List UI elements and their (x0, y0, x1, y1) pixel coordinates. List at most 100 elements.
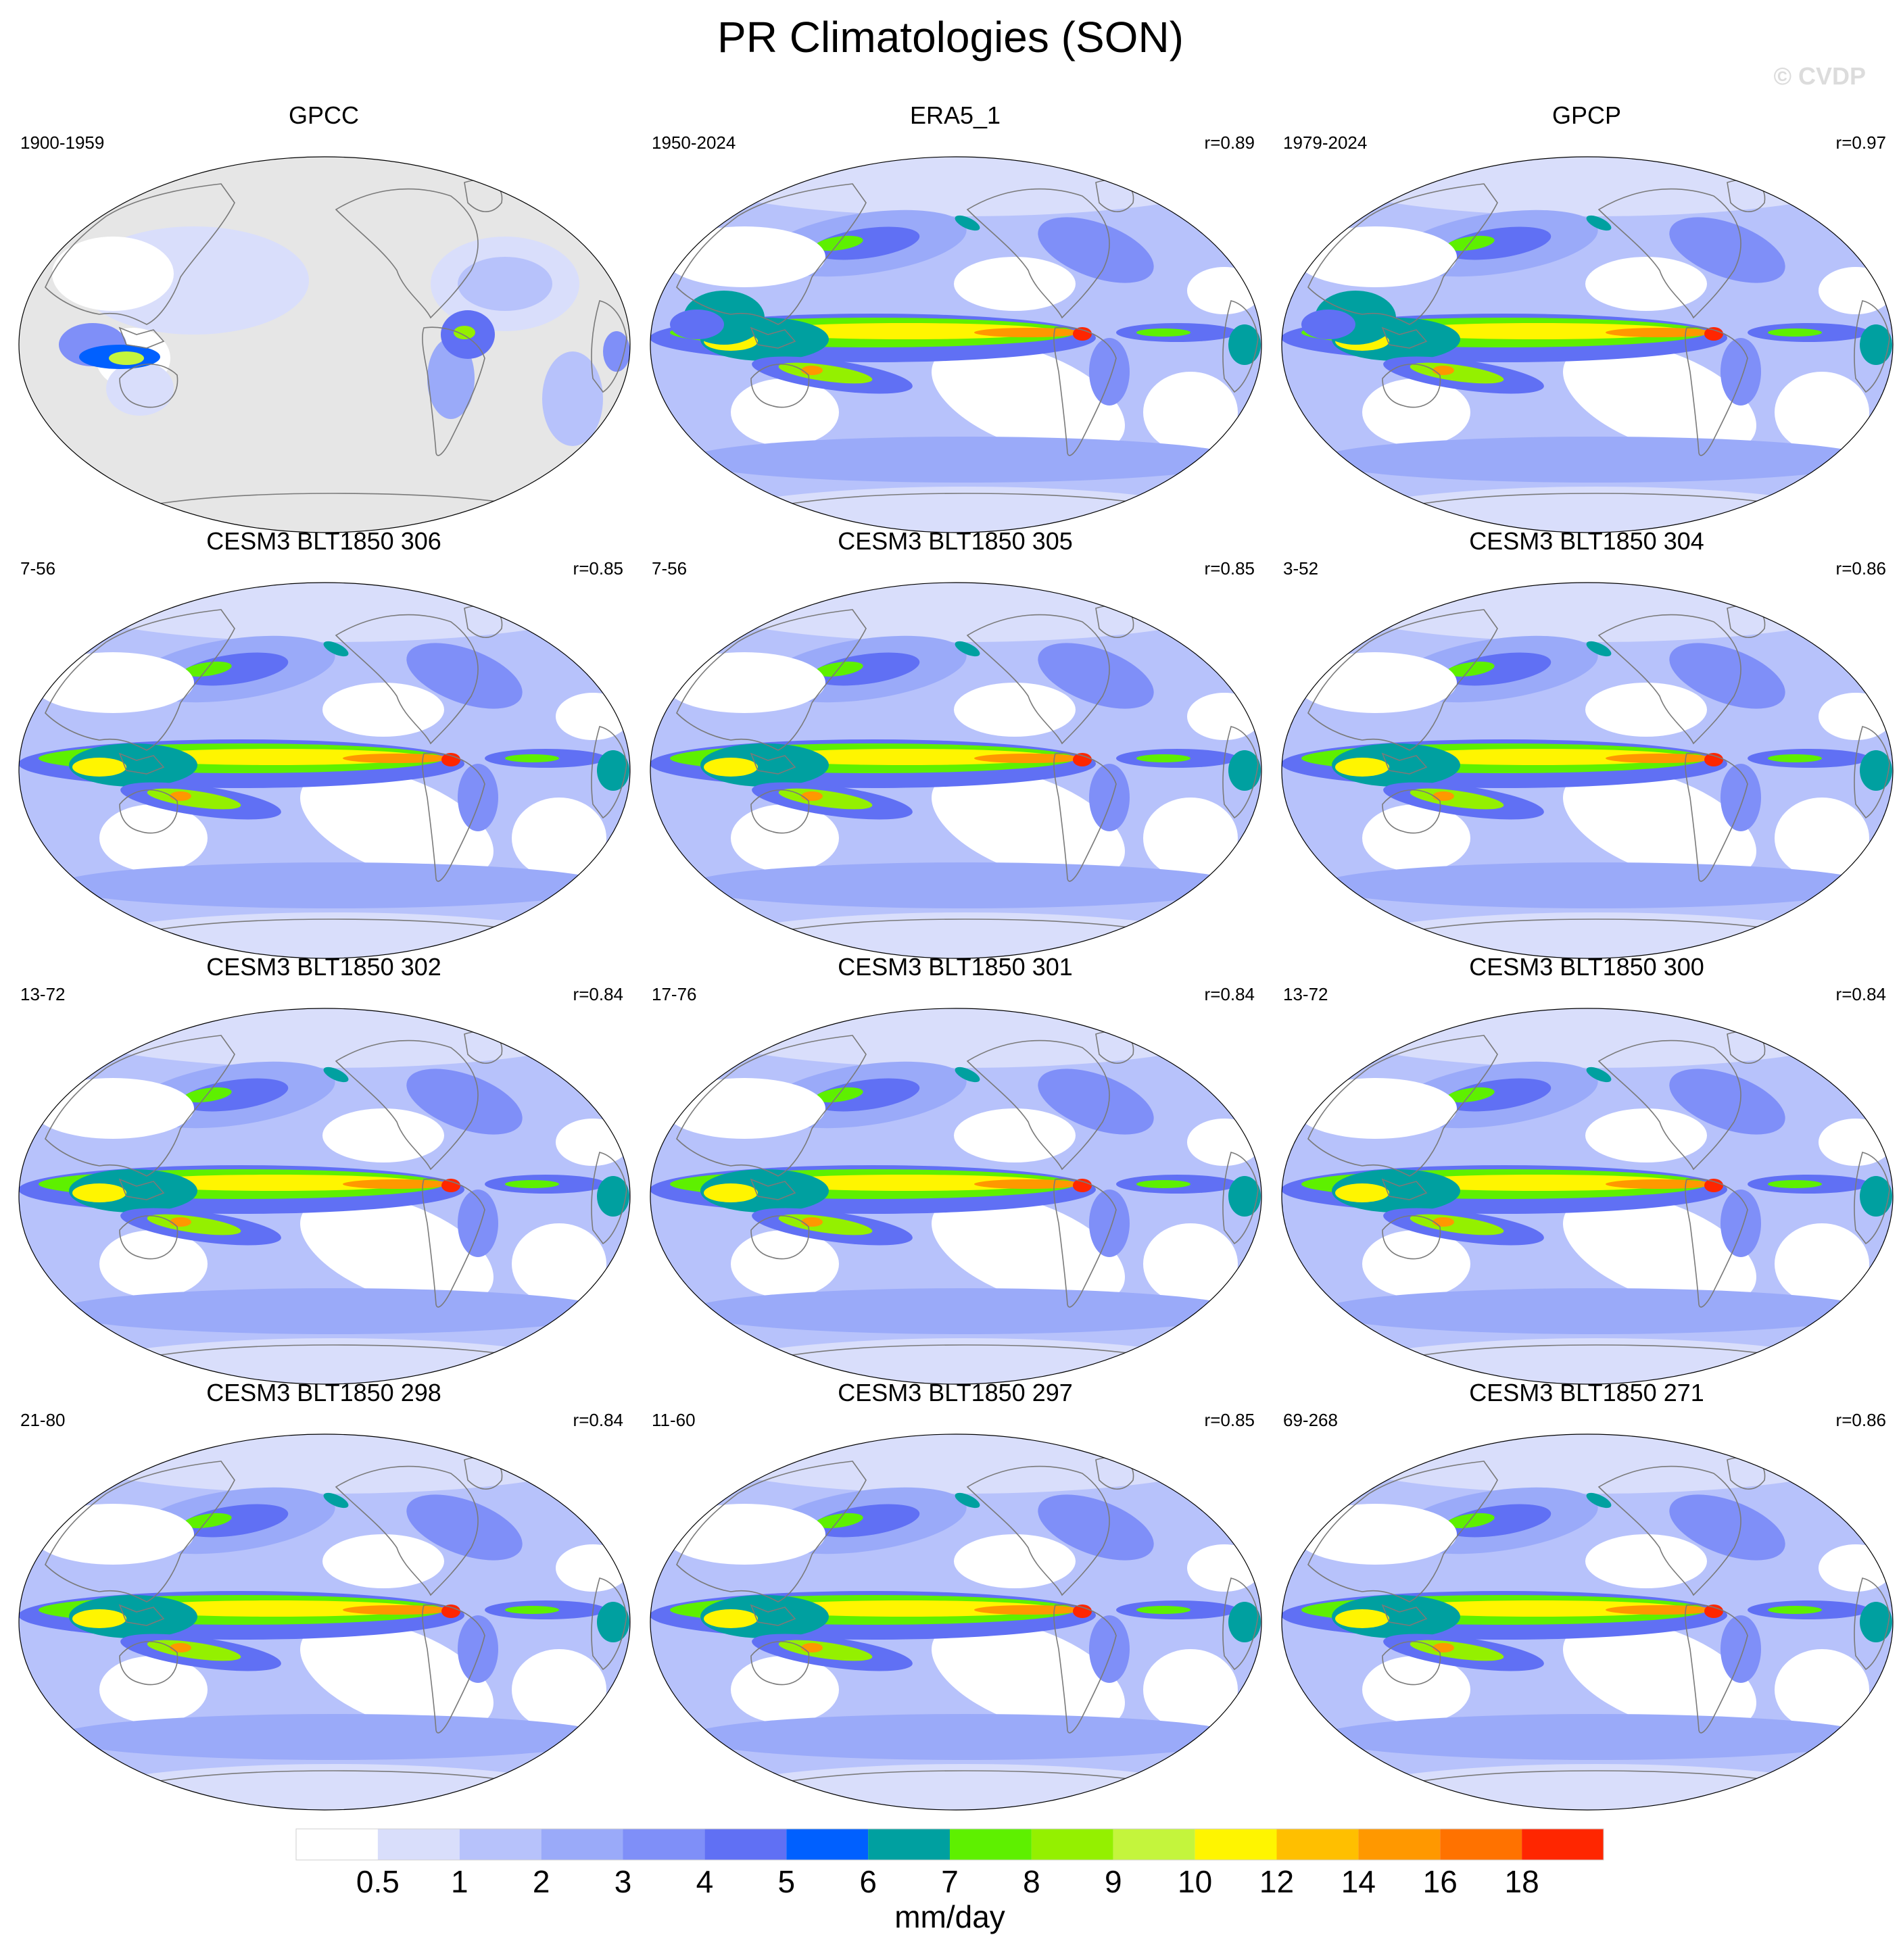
precip-region (1073, 753, 1092, 766)
colorbar-swatch (1113, 1829, 1195, 1860)
precip-region (1295, 1078, 1457, 1139)
precip-region (1362, 378, 1470, 446)
precip-region (183, 1513, 232, 1529)
precip-region (688, 1714, 1242, 1760)
precip-region (1563, 1619, 1756, 1733)
precip-region (126, 749, 424, 765)
coastline (1382, 1215, 1441, 1260)
panel-title: CESM3 BLT1850 305 (838, 527, 1073, 555)
precip-region (688, 437, 1242, 483)
precip-region (1860, 324, 1892, 365)
precip-region (300, 1619, 494, 1733)
coastline (422, 326, 485, 456)
coastline (1222, 1152, 1259, 1245)
colorbar-units: mm/day (894, 1899, 1005, 1934)
precip-region (1563, 342, 1756, 456)
colorbar-swatch (541, 1829, 623, 1860)
precip-region (458, 1615, 498, 1683)
map-panel: GPCC 1900-1959 (9, 101, 638, 533)
coastline (139, 1344, 533, 1359)
precip-region (1443, 1504, 1551, 1538)
panel-period: 69-268 (1283, 1410, 1338, 1430)
precip-region (681, 487, 1249, 533)
precip-region (1136, 328, 1190, 337)
precip-map (18, 582, 631, 959)
precip-region (1295, 1504, 1457, 1565)
coastline (750, 789, 810, 834)
precip-region (1143, 798, 1238, 879)
colorbar-swatch (459, 1829, 542, 1860)
coastline (676, 1035, 867, 1177)
panel-title: ERA5_1 (909, 101, 1001, 129)
map-panel: CESM3 BLT1850 300 13-72 r=0.84 (1272, 953, 1901, 1385)
precip-region (778, 362, 873, 384)
precip-region (1446, 661, 1495, 677)
coastline (771, 493, 1164, 508)
coastline (1685, 752, 1748, 882)
colorbar-tick-label: 2 (533, 1864, 550, 1899)
map-panel: CESM3 BLT1850 301 17-76 r=0.84 (641, 953, 1270, 1385)
coastline (139, 1770, 533, 1785)
panel-period: 1979-2024 (1283, 132, 1368, 153)
colorbar-swatch (950, 1829, 1032, 1860)
precip-region (1228, 1602, 1261, 1642)
precip-region (815, 1513, 863, 1529)
precip-region (932, 768, 1125, 881)
precip-region (663, 652, 825, 713)
coastline (1222, 726, 1259, 819)
page-title: PR Climatologies (SON) (717, 13, 1184, 62)
coastline (335, 188, 479, 319)
colorbar-tick-label: 8 (1023, 1864, 1040, 1899)
map-border (18, 582, 631, 959)
coastline (1307, 1461, 1498, 1602)
precip-region (1319, 1714, 1873, 1760)
colorbar-tick-label: 14 (1341, 1864, 1376, 1899)
watermark: © CVDP (1773, 62, 1866, 90)
colorbar-tick-label: 0.5 (356, 1864, 400, 1899)
precip-region (1089, 1190, 1130, 1257)
coastline (119, 1641, 178, 1686)
precip-region (1775, 1223, 1869, 1304)
coastline (591, 726, 627, 819)
panel-period: 13-72 (1283, 984, 1328, 1004)
precip-region (454, 326, 475, 339)
precip-region (778, 788, 873, 810)
precip-map (650, 1434, 1262, 1811)
precip-region (126, 1175, 424, 1191)
map-border (650, 156, 1262, 533)
precip-region (815, 1087, 863, 1103)
precip-region (1720, 1190, 1761, 1257)
coastline (750, 1178, 796, 1200)
map-border (650, 1008, 1262, 1385)
colorbar-swatch (1440, 1829, 1522, 1860)
panel-title: CESM3 BLT1850 304 (1469, 527, 1704, 555)
precip-region (1768, 328, 1822, 337)
precip-region (1586, 1492, 1612, 1509)
coastline (966, 1039, 1110, 1171)
precip-region (731, 378, 839, 446)
coastline (422, 1604, 485, 1734)
map-border (650, 1434, 1262, 1811)
precip-region (1704, 327, 1723, 341)
precip-region (1143, 372, 1238, 453)
precip-region (778, 1640, 873, 1661)
precip-region (1775, 1649, 1869, 1730)
precip-region (955, 215, 980, 231)
precip-region (181, 652, 289, 686)
precip-region (731, 1230, 839, 1298)
precip-region (1312, 487, 1880, 533)
panel-correlation: r=0.85 (1204, 1410, 1255, 1430)
precip-region (688, 862, 1242, 908)
precip-region (1335, 1609, 1389, 1628)
precip-region (512, 798, 606, 879)
panel-correlation: r=0.84 (573, 1410, 623, 1430)
coastline (45, 183, 235, 325)
precip-region (663, 1504, 825, 1565)
panel-correlation: r=0.86 (1835, 558, 1886, 579)
precip-region (1669, 217, 1785, 283)
coastline (771, 1770, 1164, 1785)
precip-region (1720, 1615, 1761, 1683)
precip-region (343, 1605, 451, 1615)
precip-region (1410, 362, 1504, 384)
